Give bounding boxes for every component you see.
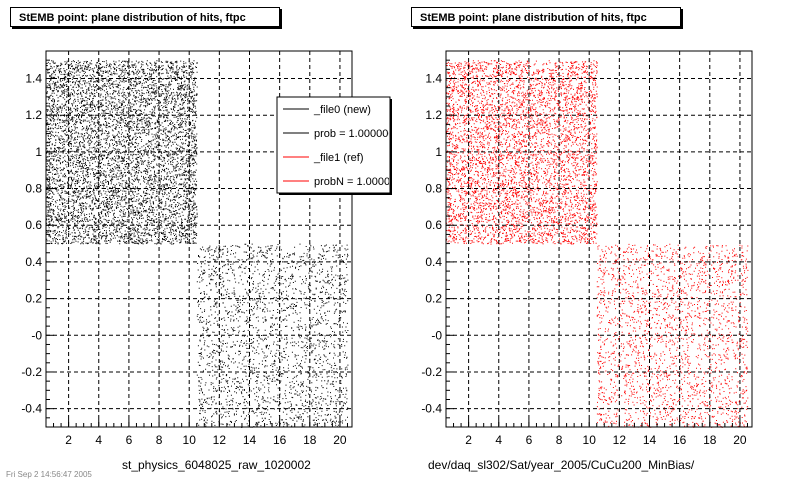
y-tick-label: 0.2 bbox=[425, 292, 442, 306]
y-tick-label: 0.6 bbox=[425, 218, 442, 232]
x-axis-label-right: dev/daq_sl302/Sat/year_2005/CuCu200_MinB… bbox=[428, 458, 695, 472]
x-tick-label: 14 bbox=[243, 433, 257, 447]
plot-frame bbox=[445, 50, 753, 428]
scatter-region bbox=[446, 60, 598, 245]
grid-lines bbox=[446, 51, 752, 427]
x-tick-label: 2 bbox=[65, 433, 72, 447]
legend: _file0 (new) prob = 1.000000 _file1 (ref) p… bbox=[276, 96, 402, 195]
x-tick-label: 4 bbox=[95, 433, 102, 447]
legend-entries: _file0 (new) prob = 1.000000 _file1 (ref) p… bbox=[283, 104, 402, 188]
x-tick-label: 6 bbox=[126, 433, 133, 447]
x-tick-label: 8 bbox=[156, 433, 163, 447]
x-tick-label: 6 bbox=[526, 433, 533, 447]
x-tick-label: 10 bbox=[583, 433, 597, 447]
x-tick-label: 8 bbox=[556, 433, 563, 447]
y-tick-label: -0.2 bbox=[21, 365, 42, 379]
x-tick-label: 14 bbox=[643, 433, 657, 447]
legend-label: _file1 (ref) bbox=[313, 152, 364, 164]
x-tick-label: 4 bbox=[495, 433, 502, 447]
plot-right: 2 4 6 8 10 12 14 16 18 20 -0.4 -0.2 -0 0.2 0.4 0.6 0.8 1 1… bbox=[421, 50, 753, 447]
y-tick-label: 0.4 bbox=[425, 255, 442, 269]
date-stamp: Fri Sep 2 14:56:47 2005 bbox=[6, 470, 92, 479]
y-tick-label: -0.2 bbox=[421, 365, 442, 379]
y-tick-label: 1 bbox=[435, 145, 442, 159]
x-tick-label: 16 bbox=[673, 433, 687, 447]
y-tick-label: 0.4 bbox=[25, 255, 42, 269]
x-tick-label: 10 bbox=[183, 433, 197, 447]
plot-frame bbox=[45, 50, 353, 428]
y-tick-label: 1.2 bbox=[425, 108, 442, 122]
y-tick-label: 1 bbox=[35, 145, 42, 159]
x-tick-label: 2 bbox=[465, 433, 472, 447]
x-tick-label: 12 bbox=[613, 433, 627, 447]
x-tick-label: 12 bbox=[213, 433, 227, 447]
y-tick-label: 0.6 bbox=[25, 218, 42, 232]
legend-label: probN = 1.000000 bbox=[314, 176, 402, 188]
scatter-region bbox=[46, 60, 198, 245]
y-tick-label: -0.4 bbox=[421, 402, 442, 416]
scatter-points bbox=[46, 60, 349, 428]
legend-box bbox=[276, 96, 391, 194]
x-tick-label: 20 bbox=[733, 433, 747, 447]
x-tick-label: 18 bbox=[703, 433, 717, 447]
y-tick-label: 0.8 bbox=[25, 182, 42, 196]
chart-title-right: StEMB point: plane distribution of hits,… bbox=[411, 7, 681, 27]
x-axis-label-left: st_physics_6048025_raw_1020002 bbox=[122, 458, 311, 472]
plot-area bbox=[446, 51, 752, 427]
y-tick-label: 0.2 bbox=[25, 292, 42, 306]
y-tick-label: 0.8 bbox=[425, 182, 442, 196]
y-tick-label: -0.4 bbox=[21, 402, 42, 416]
y-tick-label: -0 bbox=[431, 328, 442, 342]
y-tick-label: 1.4 bbox=[25, 72, 42, 86]
y-tick-label: 1.2 bbox=[25, 108, 42, 122]
y-tick-label: -0 bbox=[31, 328, 42, 342]
x-tick-label: 20 bbox=[333, 433, 347, 447]
scatter-points bbox=[446, 60, 749, 428]
x-tick-label: 18 bbox=[303, 433, 317, 447]
x-tick-label: 16 bbox=[273, 433, 287, 447]
y-tick-label: 1.4 bbox=[425, 72, 442, 86]
legend-label: _file0 (new) bbox=[313, 104, 371, 116]
legend-label: prob = 1.000000 bbox=[314, 128, 394, 140]
chart-title-left: StEMB point: plane distribution of hits,… bbox=[10, 7, 280, 27]
